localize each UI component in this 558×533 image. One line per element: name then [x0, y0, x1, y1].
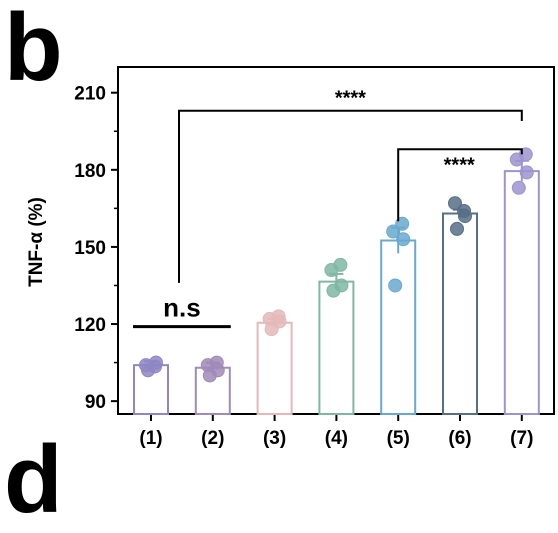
- data-point: [457, 203, 471, 218]
- y-tick-label: 180: [74, 161, 106, 182]
- sig-label-1-7: ****: [335, 88, 366, 110]
- bar-chart: 90 120 150 180 210 (1) (2) (3) (4) (5) (6) (7) n.s…: [26, 66, 555, 449]
- panel-label-d: d: [4, 426, 63, 533]
- panel-label-b: b: [4, 0, 63, 101]
- x-axis: (1) (2) (3) (4) (5) (6) (7): [139, 414, 533, 449]
- y-axis-title: TNF-α (%): [26, 197, 47, 287]
- data-point: [271, 309, 286, 324]
- data-point: [519, 165, 534, 180]
- bar-6: [442, 212, 478, 415]
- ns-label: n.s: [163, 293, 201, 323]
- bar-5: [380, 239, 417, 415]
- data-point: [334, 278, 349, 293]
- y-tick-label: 120: [74, 315, 106, 336]
- sig-bracket-1-7: [178, 109, 523, 283]
- bar-4: [318, 280, 355, 415]
- x-tick-label: (2): [201, 428, 224, 449]
- data-point: [448, 196, 462, 211]
- sig-bracket-5-7: [397, 148, 523, 222]
- data-point: [333, 257, 348, 272]
- bar-3: [256, 321, 293, 416]
- sig-label-5-7: ****: [444, 154, 475, 176]
- y-tick-label: 90: [85, 392, 106, 413]
- data-point: [511, 180, 526, 195]
- plot-frame: [117, 66, 555, 415]
- data-point: [209, 355, 224, 370]
- data-point: [450, 221, 464, 236]
- data-point: [396, 232, 411, 247]
- x-tick-label: (5): [387, 428, 410, 449]
- bar-7: [503, 170, 540, 415]
- data-point: [148, 359, 162, 374]
- x-tick-label: (3): [263, 428, 286, 449]
- data-points: [139, 147, 534, 383]
- x-tick-label: (7): [510, 428, 533, 449]
- y-axis: 90 120 150 180 210: [74, 84, 118, 413]
- x-tick-label: (1): [139, 428, 162, 449]
- x-tick-label: (6): [448, 428, 471, 449]
- significance-annotations: n.s **** ****: [133, 88, 523, 329]
- y-tick-label: 210: [74, 84, 106, 105]
- data-point: [388, 278, 403, 293]
- data-point: [386, 224, 401, 239]
- x-tick-label: (4): [325, 428, 348, 449]
- y-tick-label: 150: [74, 238, 106, 259]
